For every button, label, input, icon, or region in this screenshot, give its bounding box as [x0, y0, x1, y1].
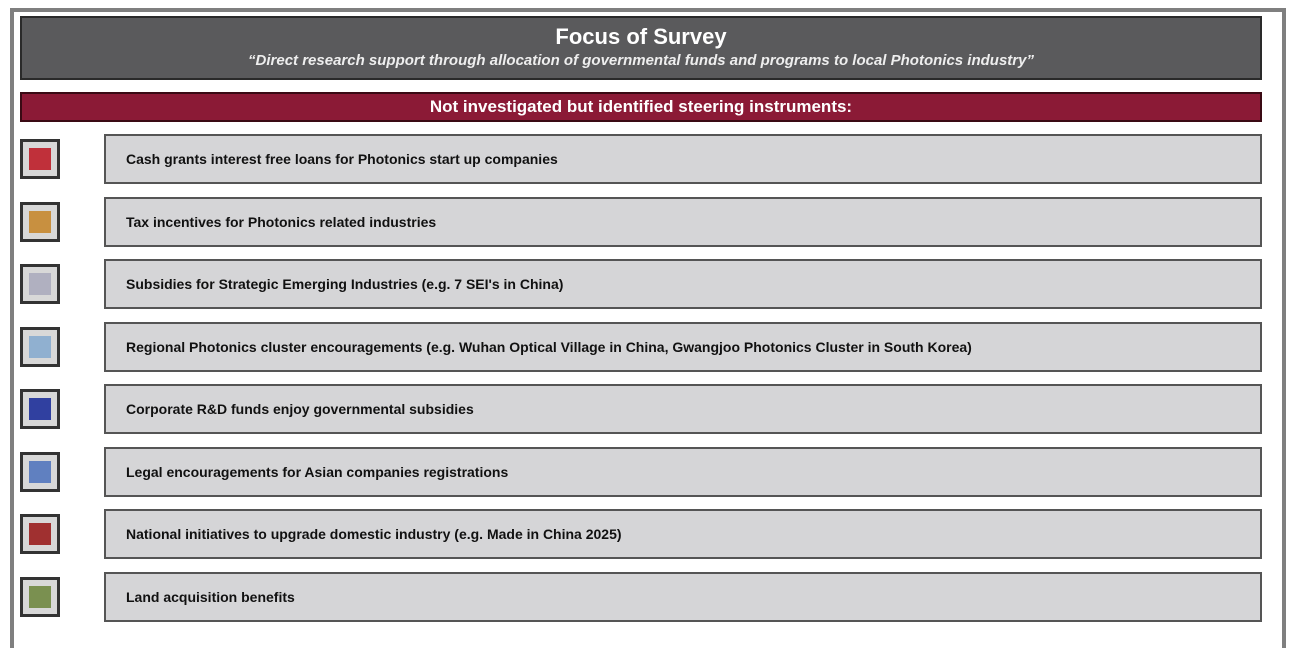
icon	[20, 139, 60, 179]
subtitle: “Direct research support through allocat…	[22, 52, 1260, 69]
item: National initiatives to upgrade domestic…	[104, 509, 1262, 559]
header: Focus of Survey “Direct research support…	[20, 16, 1262, 80]
icon	[20, 264, 60, 304]
page: Focus of Survey “Direct research support…	[0, 0, 1296, 644]
icon-image	[29, 461, 51, 483]
item: Tax incentives for Photonics related ind…	[104, 197, 1262, 247]
icon	[20, 389, 60, 429]
icon	[20, 514, 60, 554]
title: Focus of Survey	[22, 24, 1260, 50]
item: Regional Photonics cluster encouragement…	[104, 322, 1262, 372]
icon-image	[29, 211, 51, 233]
icon-image	[29, 148, 51, 170]
icon-image	[29, 586, 51, 608]
item: Subsidies for Strategic Emerging Industr…	[104, 259, 1262, 309]
item: Land acquisition benefits	[104, 572, 1262, 622]
banner: Not investigated but identified steering…	[20, 92, 1262, 122]
item: Corporate R&D funds enjoy governmental s…	[104, 384, 1262, 434]
icon-image	[29, 336, 51, 358]
item: Cash grants interest free loans for Phot…	[104, 134, 1262, 184]
icon-image	[29, 273, 51, 295]
icon	[20, 452, 60, 492]
icon	[20, 202, 60, 242]
item: Legal encouragements for Asian companies…	[104, 447, 1262, 497]
icon-image	[29, 523, 51, 545]
icon	[20, 327, 60, 367]
icon	[20, 577, 60, 617]
icon-image	[29, 398, 51, 420]
